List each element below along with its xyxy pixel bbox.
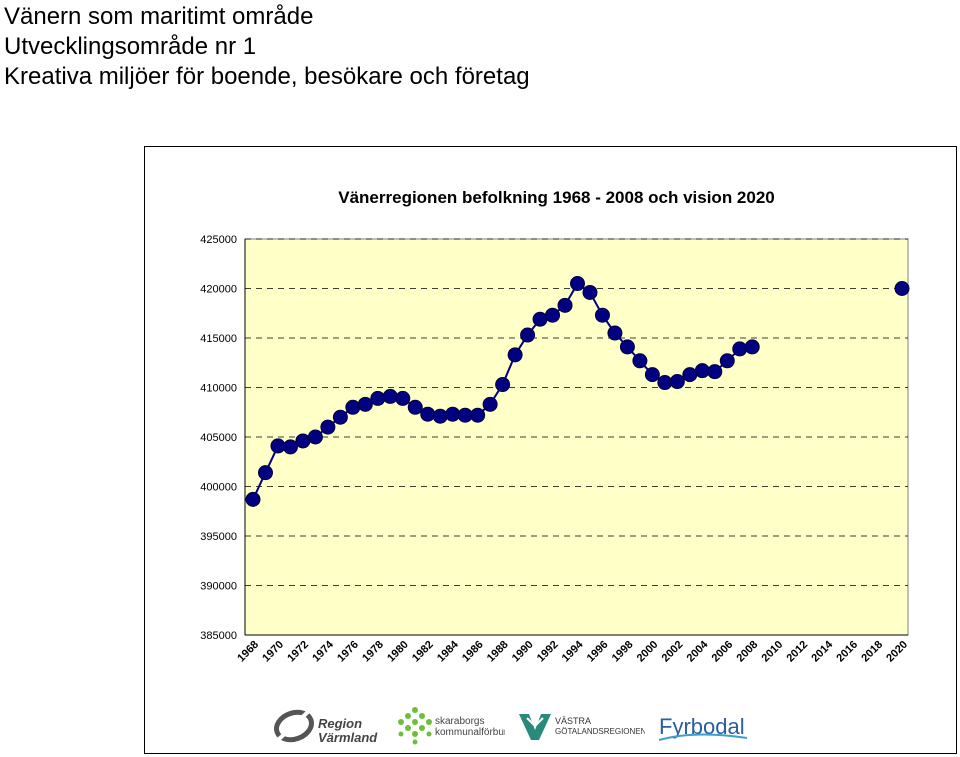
data-point — [545, 307, 561, 323]
y-tick-label: 425000 — [200, 234, 237, 246]
data-point — [594, 307, 610, 323]
y-tick-label: 415000 — [200, 333, 237, 345]
skaraborg-logo: skaraborgs kommunalförbund — [398, 707, 505, 745]
svg-text:kommunalförbund: kommunalförbund — [435, 727, 505, 738]
data-point — [570, 276, 585, 292]
data-point — [357, 396, 373, 412]
data-point — [282, 439, 298, 455]
vision-2020-point — [894, 281, 910, 296]
x-tick-label: 1974 — [310, 638, 336, 664]
x-tick-label: 1990 — [510, 639, 536, 665]
svg-text:Värmland: Värmland — [318, 730, 378, 745]
x-tick-label: 1992 — [535, 639, 561, 665]
data-point — [657, 375, 673, 391]
x-tick-label: 1972 — [285, 639, 311, 665]
data-point — [632, 353, 648, 369]
data-point — [557, 297, 573, 313]
heading-line-2: Utvecklingsområde nr 1 — [4, 33, 257, 60]
data-point — [407, 399, 423, 415]
x-tick-label: 2012 — [784, 639, 810, 665]
data-point — [482, 396, 498, 412]
population-chart: Vänerregionen befolkning 1968 - 2008 och… — [200, 188, 910, 665]
x-tick-label: 1978 — [360, 639, 386, 665]
x-tick-label: 2000 — [635, 639, 661, 665]
data-point — [607, 325, 623, 341]
y-tick-label: 420000 — [200, 284, 237, 296]
data-point — [382, 388, 398, 404]
data-point — [619, 339, 635, 355]
x-tick-label: 2006 — [710, 639, 736, 665]
vastra-gotalandsregionen-logo: VÄSTRA GÖTALANDSREGIONEN — [519, 714, 645, 740]
x-tick-label: 2004 — [685, 638, 711, 664]
x-tick-label: 1998 — [610, 639, 636, 665]
x-tick-label: 1996 — [585, 639, 611, 665]
data-point — [270, 438, 286, 454]
data-point — [694, 363, 710, 379]
chart-title: Vänerregionen befolkning 1968 - 2008 och… — [338, 188, 775, 207]
x-tick-label: 2010 — [760, 639, 786, 665]
data-point — [432, 408, 448, 424]
data-point — [332, 409, 348, 425]
data-point — [470, 407, 486, 423]
heading-line-3: Kreativa miljöer för boende, besökare oc… — [4, 63, 530, 90]
data-point — [457, 407, 473, 423]
logo-row: Region Värmland skaraborgs kommunalförbu… — [270, 700, 770, 750]
data-point — [582, 284, 598, 300]
data-point — [345, 399, 361, 415]
x-tick-label: 1968 — [235, 639, 261, 665]
data-point — [644, 367, 660, 383]
y-tick-label: 385000 — [200, 630, 237, 642]
data-point — [682, 367, 698, 383]
data-point — [257, 465, 273, 481]
x-tick-label: 2016 — [834, 639, 860, 665]
chart-frame: Vänerregionen befolkning 1968 - 2008 och… — [144, 146, 957, 754]
y-tick-label: 410000 — [200, 383, 237, 395]
x-tick-label: 1976 — [335, 639, 361, 665]
page-heading: Vänern som maritimt område Utvecklingsom… — [4, 2, 530, 92]
y-tick-label: 395000 — [200, 531, 237, 543]
data-point — [707, 364, 723, 380]
svg-text:skaraborgs: skaraborgs — [435, 716, 484, 727]
x-tick-label: 2020 — [884, 639, 910, 665]
y-tick-label: 405000 — [200, 432, 237, 444]
data-point — [669, 374, 685, 390]
data-point — [245, 491, 261, 507]
data-point — [307, 429, 323, 445]
data-point — [495, 377, 511, 393]
x-tick-label: 2002 — [660, 639, 686, 665]
svg-text:VÄSTRA: VÄSTRA — [555, 716, 591, 726]
data-point — [445, 406, 461, 422]
x-tick-label: 1984 — [435, 638, 461, 664]
x-tick-label: 1994 — [560, 638, 586, 664]
x-tick-label: 1980 — [385, 639, 411, 665]
x-tick-label: 1982 — [410, 639, 436, 665]
svg-text:Region: Region — [318, 716, 362, 731]
heading-line-1: Vänern som maritimt område — [4, 3, 314, 30]
data-point — [395, 390, 411, 406]
data-point — [295, 433, 311, 449]
data-point — [532, 311, 548, 327]
svg-text:GÖTALANDSREGIONEN: GÖTALANDSREGIONEN — [555, 727, 645, 736]
data-point — [370, 390, 386, 406]
data-point — [732, 341, 748, 357]
data-point — [719, 353, 735, 369]
x-tick-label: 2008 — [735, 639, 761, 665]
x-tick-label: 1970 — [260, 639, 286, 665]
y-tick-label: 390000 — [200, 581, 237, 593]
region-varmland-logo: Region Värmland — [274, 708, 378, 745]
x-tick-label: 1988 — [485, 639, 511, 665]
x-tick-label: 2014 — [809, 638, 835, 664]
fyrbodal-logo: Fyrbodal — [658, 714, 748, 741]
data-point — [420, 406, 436, 422]
x-tick-label: 1986 — [460, 639, 486, 665]
data-point — [744, 339, 760, 355]
data-point — [507, 347, 523, 363]
y-tick-label: 400000 — [200, 482, 237, 494]
data-point — [520, 327, 536, 343]
x-tick-label: 2018 — [859, 639, 885, 665]
data-point — [320, 419, 336, 435]
